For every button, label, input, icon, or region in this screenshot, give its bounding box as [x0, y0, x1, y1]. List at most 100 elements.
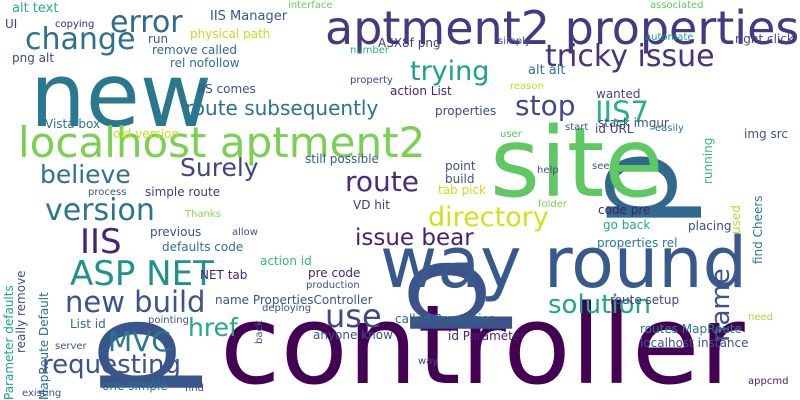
word-38: run	[148, 32, 169, 46]
word-39: physical path	[190, 27, 271, 41]
word-45: number	[350, 45, 390, 56]
word-23: ASP NET	[70, 254, 214, 294]
word-87: action id	[260, 254, 312, 268]
word-63: still possible	[305, 152, 379, 166]
word-77: Thanks	[185, 209, 221, 220]
word-74: VD hit	[353, 198, 390, 212]
word-18: directory	[428, 202, 549, 233]
word-20: IIS	[80, 222, 122, 262]
word-43: right click	[735, 32, 794, 46]
word-102: id Parameter	[448, 329, 526, 343]
word-19: version	[45, 193, 155, 228]
word-31: alt text	[12, 1, 59, 16]
word-34: associated	[650, 0, 704, 11]
word-79: allow	[232, 227, 258, 238]
word-42: automate	[645, 32, 694, 43]
word-0: controller	[220, 281, 745, 400]
word-11: tricky issue	[545, 39, 715, 74]
word-29: requesting	[42, 350, 182, 380]
word-37: png alt	[12, 51, 55, 65]
word-14: IIS7	[595, 95, 649, 129]
word-106: appcmd	[748, 376, 789, 387]
word-4: site	[490, 107, 664, 219]
word-56: id URL	[595, 122, 634, 136]
word-33: interface	[288, 0, 333, 11]
word-78: previous	[150, 225, 202, 239]
word-53: properties	[435, 104, 497, 118]
word-99: routes MapRoute	[640, 322, 742, 336]
word-96: pointing	[148, 315, 189, 326]
word-17: route	[345, 165, 419, 198]
word-52: action List	[390, 84, 452, 98]
word-58: img src	[744, 127, 788, 141]
word-59: Vista box	[45, 117, 101, 131]
word-103: way	[418, 356, 439, 367]
word-25: href	[188, 313, 238, 342]
word-61: start	[565, 122, 589, 133]
word-51: IIS comes	[198, 82, 256, 96]
word-16: believe	[40, 160, 131, 189]
word-28: MVC	[108, 325, 171, 358]
word-46: rel nofollow	[170, 56, 240, 70]
word-10: change	[25, 22, 136, 57]
word-55: running	[701, 137, 715, 184]
word-67: build	[445, 172, 475, 186]
word-32: IIS Manager	[210, 9, 288, 24]
word-57: easily	[655, 123, 684, 134]
word-93: need	[748, 312, 773, 323]
word-86: NET tab	[200, 268, 248, 282]
word-105: find	[185, 383, 204, 394]
word-12: trying	[410, 56, 490, 87]
word-44: remove called	[152, 43, 238, 57]
word-75: code pre	[598, 203, 651, 217]
word-82: defaults code	[162, 240, 244, 254]
word-24: new build	[65, 285, 206, 319]
word-81: placing	[688, 219, 732, 233]
word-92: deploying	[262, 303, 312, 314]
word-5: new	[30, 44, 212, 147]
word-40: ASX8f png	[378, 36, 441, 50]
word-41: simply	[498, 36, 531, 47]
word-88: pre code	[308, 266, 361, 280]
word-73: folder	[538, 199, 568, 210]
word-98: called Properties	[395, 312, 496, 326]
word-85: MapRoute Default	[37, 292, 51, 400]
word-84: Parameter defaults	[2, 285, 16, 400]
word-71: simple route	[145, 185, 221, 199]
word-27: solution	[548, 290, 651, 320]
word-89: name PropertiesController	[215, 293, 373, 307]
word-100: localhost instance	[640, 336, 749, 350]
word-13: stop	[515, 89, 576, 122]
word-80: go back	[603, 218, 651, 232]
word-65: see	[592, 161, 610, 172]
word-107: existing	[22, 388, 62, 399]
word-97: anyone know	[313, 328, 393, 342]
word-95: back	[254, 320, 265, 344]
word-69: used	[729, 205, 743, 234]
word-60: user	[500, 129, 522, 140]
word-50: wanted	[596, 87, 641, 101]
word-21: issue bear	[355, 225, 474, 251]
word-54: stack imgur	[598, 116, 669, 130]
word-7: aptment2 properties	[325, 1, 800, 55]
word-15: Surely	[180, 153, 259, 182]
word-64: point	[445, 159, 476, 173]
word-83: properties rel	[597, 236, 678, 250]
word-91: List id	[70, 317, 106, 331]
word-47: property	[350, 75, 393, 86]
word-6: way round	[380, 222, 748, 304]
word-90: route setup	[610, 293, 680, 307]
word-104: one simple	[102, 379, 168, 393]
word-30: route subsequently	[185, 96, 379, 120]
word-49: alt alt	[528, 63, 566, 78]
word-9: error	[110, 5, 183, 40]
word-36: copying	[55, 19, 95, 30]
word-48: reason	[510, 81, 544, 92]
word-70: process	[88, 187, 127, 198]
word-8: localhost aptment2	[18, 118, 426, 167]
word-66: find Cheers	[751, 195, 765, 264]
word-35: UI	[5, 17, 18, 31]
word-68: help	[537, 165, 559, 176]
word-26: use	[325, 297, 382, 335]
